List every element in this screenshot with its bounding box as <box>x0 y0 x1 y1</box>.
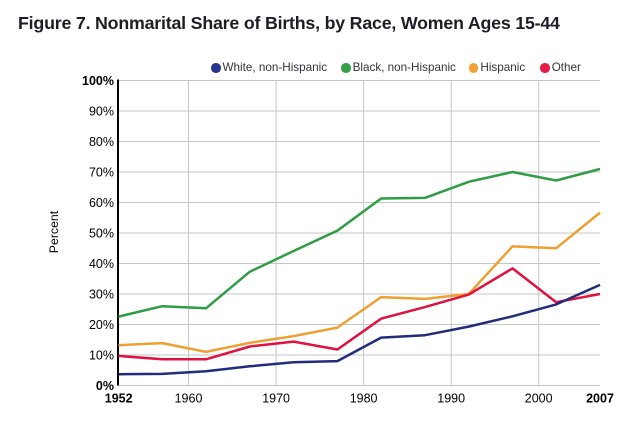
svg-text:1990: 1990 <box>437 392 465 406</box>
svg-text:0%: 0% <box>96 379 114 393</box>
svg-text:Percent: Percent <box>47 210 61 253</box>
svg-text:1952: 1952 <box>105 392 133 406</box>
svg-text:1970: 1970 <box>262 392 290 406</box>
svg-text:10%: 10% <box>89 349 114 363</box>
svg-text:90%: 90% <box>89 105 114 119</box>
svg-text:20%: 20% <box>89 318 114 332</box>
svg-text:1960: 1960 <box>175 392 203 406</box>
svg-text:80%: 80% <box>89 135 114 149</box>
svg-text:70%: 70% <box>89 166 114 180</box>
svg-text:40%: 40% <box>89 257 114 271</box>
svg-text:100%: 100% <box>82 74 114 88</box>
svg-text:2007: 2007 <box>586 392 614 406</box>
svg-text:50%: 50% <box>89 227 114 241</box>
svg-text:1980: 1980 <box>350 392 378 406</box>
svg-text:60%: 60% <box>89 196 114 210</box>
svg-text:2000: 2000 <box>525 392 553 406</box>
svg-text:30%: 30% <box>89 288 114 302</box>
